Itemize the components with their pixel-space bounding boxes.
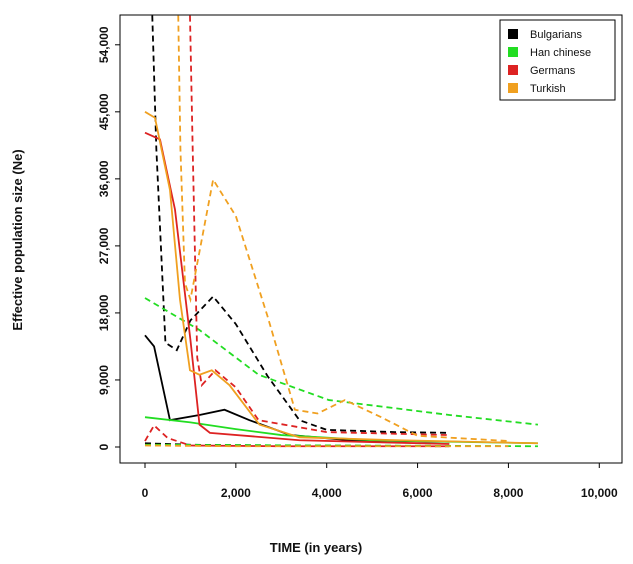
y-tick-label: 45,000 — [97, 93, 111, 130]
x-tick-label: 10,000 — [581, 486, 618, 500]
legend-label: Turkish — [530, 83, 566, 95]
y-tick-label: 27,000 — [97, 227, 111, 264]
x-tick-label: 6,000 — [403, 486, 433, 500]
legend-swatch — [508, 83, 518, 93]
series-line — [144, 334, 450, 443]
y-tick-label: 36,000 — [97, 160, 111, 197]
legend-swatch — [508, 29, 518, 39]
series-line — [144, 131, 450, 445]
y-tick-label: 9,000 — [97, 365, 111, 395]
plot-area — [144, 15, 539, 448]
series-line — [144, 111, 538, 445]
x-tick-label: 2,000 — [221, 486, 251, 500]
upper-bound-line — [189, 15, 450, 436]
upper-bound-line — [144, 297, 539, 426]
y-tick-label: 0 — [97, 443, 111, 450]
lower-bound-line — [144, 423, 450, 448]
x-tick-label: 4,000 — [312, 486, 342, 500]
legend-label: Han chinese — [530, 47, 591, 59]
lower-bound-line — [144, 444, 509, 448]
y-tick-label: 54,000 — [97, 26, 111, 63]
legend-box — [499, 19, 616, 101]
legend-swatch — [508, 65, 518, 75]
upper-bound-line — [177, 15, 509, 442]
y-tick-label: 18,000 — [97, 294, 111, 331]
plot-frame — [119, 14, 623, 464]
legend-label: Bulgarians — [530, 29, 582, 41]
x-tick-label: 0 — [142, 486, 149, 500]
legend-swatch — [508, 47, 518, 57]
x-tick-label: 8,000 — [493, 486, 523, 500]
legend-label: Germans — [530, 65, 576, 77]
y-axis-title: Effective population size (Ne) — [10, 149, 25, 330]
x-axis-title: TIME (in years) — [270, 540, 362, 555]
upper-bound-line — [151, 15, 450, 434]
